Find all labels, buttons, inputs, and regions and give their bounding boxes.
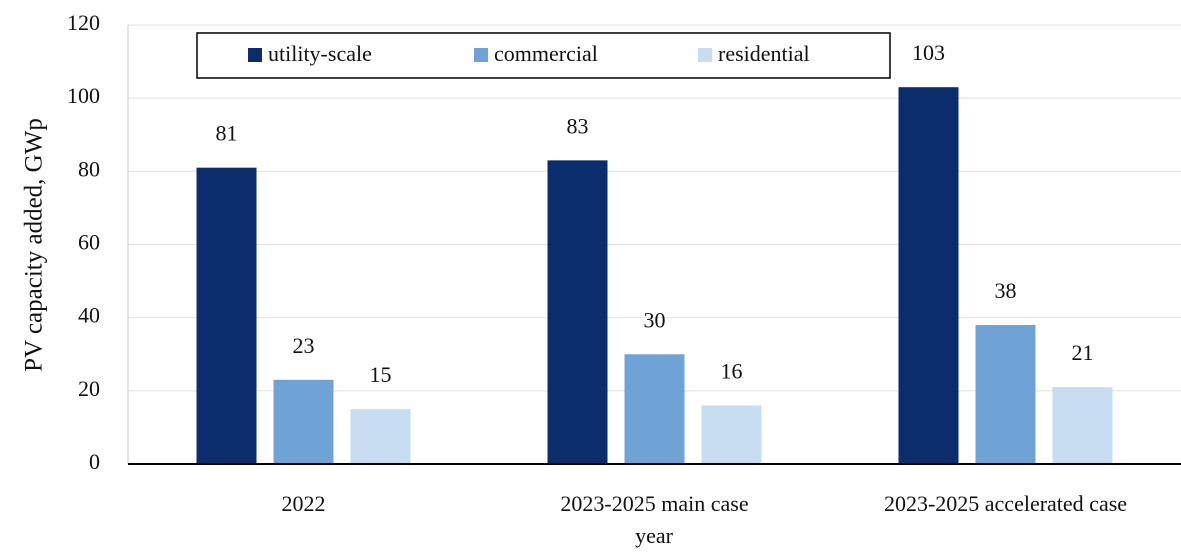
- bar: [701, 405, 762, 464]
- legend-label: utility-scale: [268, 41, 372, 66]
- value-label: 38: [995, 278, 1017, 303]
- legend-box: [196, 32, 891, 79]
- bar: [547, 160, 608, 464]
- y-tick-label: 80: [78, 156, 100, 181]
- y-tick-label: 40: [78, 303, 100, 328]
- value-label: 83: [567, 113, 589, 138]
- y-tick-label: 100: [67, 83, 100, 108]
- value-label: 16: [721, 359, 743, 384]
- value-label: 21: [1072, 340, 1094, 365]
- legend-label: residential: [718, 41, 810, 66]
- value-label: 30: [644, 307, 666, 332]
- value-label: 81: [216, 121, 238, 146]
- bar: [1052, 387, 1113, 464]
- bar: [273, 379, 334, 464]
- legend-swatch: [474, 48, 488, 62]
- bar: [196, 167, 257, 465]
- value-label: 103: [912, 40, 945, 65]
- bar: [898, 87, 959, 465]
- x-tick-label: 2022: [282, 491, 326, 516]
- bar: [624, 354, 685, 464]
- y-tick-label: 0: [89, 449, 100, 474]
- x-axis-label: year: [635, 523, 674, 548]
- legend-swatch: [248, 48, 262, 62]
- x-tick-label: 2023-2025 accelerated case: [884, 491, 1127, 516]
- legend-swatch: [698, 48, 712, 62]
- y-axis-label: PV capacity added, GWp: [21, 118, 48, 372]
- bar: [350, 409, 411, 464]
- y-tick-label: 120: [67, 10, 100, 35]
- legend-label: commercial: [494, 41, 598, 66]
- y-tick-label: 60: [78, 230, 100, 255]
- x-tick-label: 2023-2025 main case: [560, 491, 748, 516]
- value-label: 15: [370, 362, 392, 387]
- bar: [975, 324, 1036, 464]
- value-label: 23: [293, 333, 315, 358]
- y-tick-label: 20: [78, 376, 100, 401]
